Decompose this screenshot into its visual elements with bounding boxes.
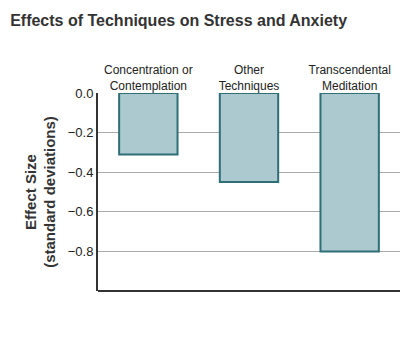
svg-text:−0.8: −0.8: [68, 244, 94, 259]
svg-text:−0.6: −0.6: [68, 204, 94, 219]
svg-text:Effects of Techniques on Stres: Effects of Techniques on Stress and Anxi…: [10, 12, 347, 29]
svg-text:Concentration orContemplation: Concentration orContemplation: [104, 63, 193, 93]
svg-text:0.0: 0.0: [75, 86, 93, 101]
svg-text:OtherTechniques: OtherTechniques: [219, 63, 280, 93]
svg-text:−0.4: −0.4: [68, 165, 94, 180]
svg-text:TranscendentalMeditation: TranscendentalMeditation: [309, 63, 391, 93]
svg-text:−0.2: −0.2: [68, 125, 94, 140]
svg-text:Effect Size(standard deviation: Effect Size(standard deviations): [22, 116, 59, 268]
